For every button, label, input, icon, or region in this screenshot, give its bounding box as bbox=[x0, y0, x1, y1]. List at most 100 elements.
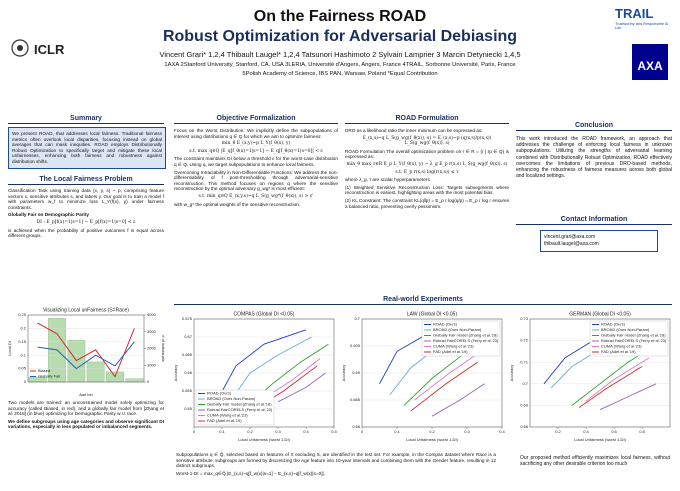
legend-box bbox=[421, 320, 501, 357]
legend-label: BROAD (Ours Non-Param) bbox=[601, 327, 650, 332]
x-tick-label: 0.1 bbox=[394, 429, 400, 434]
section-heading: The Local Fairness Problem bbox=[8, 176, 164, 185]
y-tick-label: 0.67 bbox=[184, 334, 193, 339]
affiliations: 1AXA 2Stanford University, Stanford, CA,… bbox=[164, 62, 516, 68]
y2-tick-label: 4000 bbox=[147, 312, 157, 317]
formula: s.t. max_q∈Q |E_q[f_θ(x)=1|s=1] − E_q[f_… bbox=[189, 148, 323, 154]
y2-tick-label: 2000 bbox=[147, 346, 157, 351]
y-tick-label: 0.69 bbox=[352, 370, 361, 375]
y-tick-label: 0.655 bbox=[182, 388, 193, 393]
y-tick-label: 0.7 bbox=[522, 381, 528, 386]
x-tick-label: 0 bbox=[193, 429, 196, 434]
paragraph: is achieved when the probability of posi… bbox=[8, 227, 164, 239]
series-line bbox=[37, 341, 135, 370]
formula: DI : E_p[f(x)=1|s=1] − E_p[f(x)=1|s=0] <… bbox=[36, 219, 136, 225]
y-tick-label: 0.05 bbox=[18, 366, 27, 371]
x-tick-label: 0.2 bbox=[429, 429, 435, 434]
y-tick-label: 0.695 bbox=[350, 343, 361, 348]
logo-iclr: ICLR bbox=[10, 38, 80, 60]
paragraph: The constraint maintains DI below a thre… bbox=[174, 156, 338, 167]
y-tick-label: 0.68 bbox=[352, 424, 361, 429]
series-line bbox=[277, 372, 326, 403]
paragraph: where λ_g, τ are scalar hyperparameters. bbox=[345, 177, 432, 183]
logo-trail-tagline: Trustworthy and Responsible AI Lab bbox=[615, 22, 669, 30]
section-body: Classification Task using training data … bbox=[8, 188, 164, 241]
section-body: Focus on the Worst Distribution: We impl… bbox=[174, 128, 338, 209]
y-axis-label: Accuracy bbox=[341, 365, 346, 381]
legend-label: FAD (Adel et al.'19) bbox=[433, 349, 468, 354]
logo-axa: AXA bbox=[632, 44, 668, 80]
logo-trail: TRAIL bbox=[615, 6, 654, 21]
legend-label: FAD (Adel et al.'19) bbox=[601, 349, 636, 354]
legend-label: ROAD (Ours) bbox=[207, 391, 232, 396]
x-tick-label: 0.2 bbox=[555, 429, 561, 434]
series-line bbox=[414, 351, 482, 401]
series-line bbox=[578, 366, 643, 408]
x-axis-label: Age bin bbox=[79, 392, 93, 396]
chart-title: COMPAS (Global DI <0.05) bbox=[234, 311, 295, 317]
section-heading: Summary bbox=[8, 115, 164, 124]
y-tick-label: 0.2 bbox=[20, 325, 26, 330]
y-axis-label: Accuracy bbox=[173, 365, 178, 381]
chart-title: GERMAN (Global DI <0.05) bbox=[569, 311, 631, 317]
email: thibault.laugel@axa.com bbox=[544, 241, 599, 247]
bullet: Subpopulations q ∈ Q̂, selected based on… bbox=[176, 452, 496, 469]
y-tick-label: 0.675 bbox=[182, 316, 193, 321]
y-tick-label: 0.69 bbox=[520, 402, 529, 407]
series-line bbox=[216, 329, 307, 403]
legend-label: Biased bbox=[38, 368, 50, 373]
y2-axis-label: # of individuals bbox=[161, 335, 166, 361]
x-axis-label: Local Unfairness (worst 1-DI) bbox=[238, 437, 290, 442]
paragraph: Globally Fair on Demographic Parity bbox=[8, 212, 90, 218]
formula: min_θ E_(x,y)~p L_Y(f_θ(x), y) bbox=[221, 141, 291, 147]
affiliations: 5Polish Academy of Science, IBS PAN, War… bbox=[242, 71, 438, 77]
section-heading: Conclusion bbox=[516, 122, 672, 131]
series-line bbox=[599, 383, 657, 411]
email: vincent.grari@axa.com bbox=[544, 234, 596, 240]
y-tick-label: 0 bbox=[24, 379, 27, 384]
count-bar bbox=[125, 378, 144, 383]
legend-box bbox=[589, 320, 669, 357]
section-body: This work introduced the ROAD framework,… bbox=[516, 136, 672, 181]
x-tick-label: 0.6 bbox=[611, 429, 617, 434]
experiment-chart: 0.68 0.685 0.69 0.695 0.7 LAW (Global DI <0.0… bbox=[341, 311, 505, 442]
legend-label: ROAD (Ours) bbox=[601, 322, 626, 327]
section-body: Our proposed method efficiently maximize… bbox=[520, 455, 670, 469]
formula: s.t. E_p r(x,s) log(r(x,s)) ≤ τ bbox=[395, 169, 459, 175]
section-heading: Contact Information bbox=[516, 216, 672, 225]
x-tick-label: 0.4 bbox=[499, 429, 505, 434]
y-tick-label: 0.25 bbox=[18, 312, 27, 317]
legend-label: Robust FairCORELS (Ferry et al.'23) bbox=[207, 407, 273, 412]
y-tick-label: 0.7 bbox=[354, 316, 360, 321]
title: On the Fairness ROAD bbox=[253, 8, 427, 25]
legend-label: BROAD (Ours Non-Param) bbox=[433, 327, 482, 332]
paragraph: (2) KL Constraint: The constraint KL(q‖p… bbox=[345, 197, 509, 209]
experiment-chart: 0.68 0.69 0.7 0.71 0.72 0.73 GERMAN (Global DI… bbox=[509, 311, 671, 442]
y-tick-label: 0.1 bbox=[20, 352, 26, 357]
y-tick-label: 0.15 bbox=[18, 339, 27, 344]
paragraph: (1) Weighted Sensitive Reconstruction Lo… bbox=[345, 184, 509, 196]
series-line bbox=[585, 357, 650, 402]
legend-label: BROAD (Ours Non-Param) bbox=[207, 396, 256, 401]
formula: s.t. min_q∈Q E_(x,y,s)~q L_S(g_wg*(f_θ(x… bbox=[198, 193, 314, 199]
y-tick-label: 0.68 bbox=[520, 424, 529, 429]
paragraph: ROAD Formulation The overall optimizatio… bbox=[345, 148, 509, 160]
y-tick-label: 0.72 bbox=[520, 338, 529, 343]
x-tick-label: 0.4 bbox=[303, 429, 309, 434]
formula: min_θ max_r∈R E_p L_Y(f_θ(x), y) − λ_g E… bbox=[346, 161, 508, 167]
series-line bbox=[410, 361, 478, 412]
logo-icon bbox=[11, 39, 29, 57]
legend-label: CUMA (Wang et al.'23) bbox=[207, 413, 248, 418]
bullet: Worst-1-DI = max_q∈Q̂ |E_(x,s)~q[f_w(x)|… bbox=[176, 470, 326, 476]
paragraph: Focus on the Worst Distribution: We impl… bbox=[174, 128, 338, 139]
x-tick-label: 0.1 bbox=[219, 429, 225, 434]
y-tick-label: 0.73 bbox=[520, 316, 529, 321]
authors: Vincent Grari* 1,2,4 Thibault Laugel* 1,… bbox=[159, 50, 521, 59]
chart-title: Visualizing Local unFairness (S=Race) bbox=[43, 307, 129, 313]
chart-title: LAW (Global DI <0.05) bbox=[407, 311, 458, 317]
section-body: Subpopulations q ∈ Q̂, selected based on… bbox=[176, 452, 496, 478]
paragraph: with w_g* the optimal weights of the sen… bbox=[174, 201, 301, 207]
count-bar bbox=[86, 361, 105, 383]
y2-tick-label: 1000 bbox=[147, 362, 157, 367]
legend-label: FAD (Adel et al.'19) bbox=[207, 418, 242, 423]
